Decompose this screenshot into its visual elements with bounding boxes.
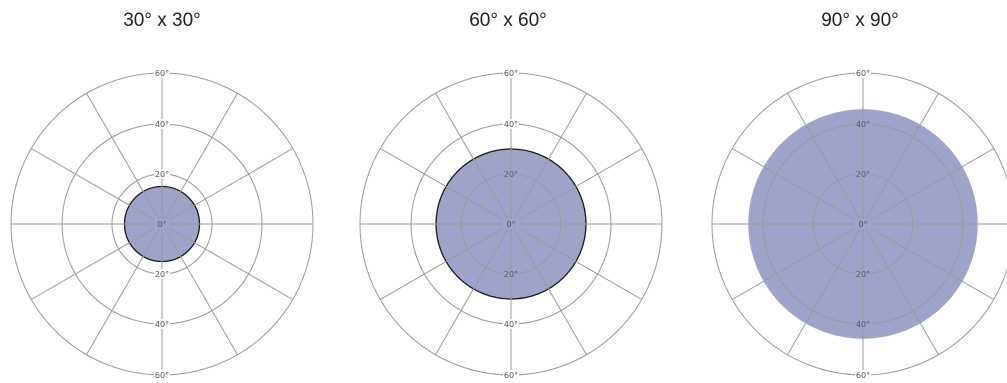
panel-30-label-bg-1: [154, 119, 170, 129]
panel-30-ring-label-4: 20°: [155, 270, 169, 279]
panel-90-label-bg-2: [855, 169, 871, 179]
panel-60-spoke-150: [379, 223, 512, 300]
panel-90-label-bg-3: [855, 219, 871, 229]
panel-90-ring-label-4: 20°: [856, 270, 870, 279]
panel-30-label-bg-6: [154, 370, 170, 380]
panel-60-ring-label-2: 20°: [504, 170, 518, 179]
panel-90-label-bg-6: [855, 370, 871, 380]
panel-30-spoke-210: [30, 148, 163, 225]
panel-90-ring-label-0: 60°: [856, 69, 870, 78]
panel-30-spoke-240: [86, 92, 163, 225]
panel-60-ring-label-5: 40°: [504, 320, 518, 329]
panel-60-ring-label-0: 60°: [504, 69, 518, 78]
panel-90-label-bg-1: [855, 119, 871, 129]
panel-90-spoke-150: [731, 223, 864, 300]
panel-90-label-bg-0: [855, 68, 871, 78]
panel-60-spoke-240: [435, 92, 512, 225]
panel-90-ring-label-2: 20°: [856, 170, 870, 179]
panel-60-spoke-300: [510, 92, 587, 225]
panel-90-spoke-120: [787, 223, 864, 356]
panel-30-label-bg-0: [154, 68, 170, 78]
panel-90-spoke-330: [862, 148, 995, 225]
panel-60-label-bg-1: [503, 119, 519, 129]
panel-30-label-bg-4: [154, 269, 170, 279]
panel-90-ring-label-6: 60°: [856, 371, 870, 380]
panel-30-label-bg-2: [154, 169, 170, 179]
panel-90-label-bg-5: [855, 319, 871, 329]
panel-60-ring-label-4: 20°: [504, 270, 518, 279]
panel-30-spoke-30: [161, 223, 294, 300]
panel-30-ring-label-3: 0°: [157, 220, 166, 229]
panel-60-ring-label-1: 40°: [504, 120, 518, 129]
panel-30-label-bg-3: [154, 219, 170, 229]
panel-30-spoke-330: [161, 148, 294, 225]
panel-90-ring-label-5: 40°: [856, 320, 870, 329]
panel-30-ring-label-0: 60°: [155, 69, 169, 78]
panel-90-spoke-240: [787, 92, 864, 225]
panel-60-spoke-30: [510, 223, 643, 300]
panel-60-ring-label-6: 60°: [504, 371, 518, 380]
panel-30-spoke-60: [161, 223, 238, 356]
panel-30-spoke-120: [86, 223, 163, 356]
panel-60-spoke-210: [379, 148, 512, 225]
panel-title-90: 90° x 90°: [821, 10, 899, 31]
panel-30-spoke-150: [30, 223, 163, 300]
panel-90-spoke-300: [862, 92, 939, 225]
panel-60-label-bg-5: [503, 319, 519, 329]
panel-60-ring-label-3: 0°: [506, 220, 515, 229]
panel-90-spoke-210: [731, 148, 864, 225]
panel-60-spoke-60: [510, 223, 587, 356]
panel-60-spoke-330: [510, 148, 643, 225]
panel-60-label-bg-4: [503, 269, 519, 279]
panel-90-label-bg-4: [855, 269, 871, 279]
panel-90-spoke-60: [862, 223, 939, 356]
panel-90-spoke-30: [862, 223, 995, 300]
panel-60-label-bg-3: [503, 219, 519, 229]
panel-30-ring-label-5: 40°: [155, 320, 169, 329]
panel-30-spoke-300: [161, 92, 238, 225]
panel-60-label-bg-6: [503, 370, 519, 380]
panel-30-label-bg-5: [154, 319, 170, 329]
panel-title-30: 30° x 30°: [123, 10, 201, 31]
panel-90-ring-label-1: 40°: [856, 120, 870, 129]
panel-title-60: 60° x 60°: [469, 10, 547, 31]
panel-30-ring-label-1: 40°: [155, 120, 169, 129]
panel-60-spoke-120: [435, 223, 512, 356]
panel-30-ring-label-2: 20°: [155, 170, 169, 179]
panel-30-ring-label-6: 60°: [155, 371, 169, 380]
panel-60-label-bg-2: [503, 169, 519, 179]
panel-60-label-bg-0: [503, 68, 519, 78]
panel-90-ring-label-3: 0°: [858, 220, 867, 229]
